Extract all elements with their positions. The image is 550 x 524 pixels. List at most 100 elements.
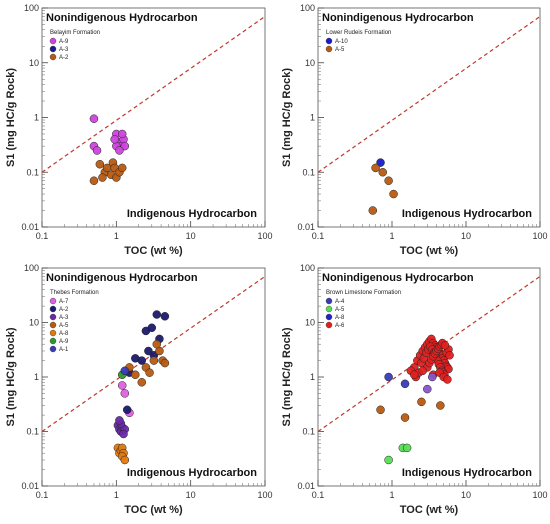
x-tick-label: 100 [532, 231, 547, 241]
legend-title: Thebes Formation [50, 290, 99, 296]
data-point [384, 176, 393, 185]
y-axis-label: S1 (mg HC/g Rock) [5, 68, 17, 167]
data-point [445, 351, 454, 360]
x-tick-label: 10 [461, 231, 471, 241]
legend-entry: A-9 [59, 339, 69, 345]
data-point [402, 443, 412, 453]
legend-marker [49, 45, 57, 53]
data-point [141, 326, 151, 336]
data-point [149, 356, 159, 365]
upper-region-label: Nonindigenous Hydrocarbon [46, 12, 198, 24]
data-point [443, 375, 452, 384]
data-point [98, 173, 107, 182]
data-point [152, 310, 162, 319]
legend-entry: A-3 [59, 315, 69, 321]
data-point [368, 206, 378, 215]
legend-entry: A-2 [59, 307, 69, 313]
legend-entry: A-4 [335, 299, 345, 305]
lower-region-label: Indigenous Hydrocarbon [402, 467, 532, 479]
legend-title: Brown Limestone Formation [326, 290, 401, 296]
plot-frame [41, 7, 266, 228]
data-point [423, 384, 432, 394]
legend-marker [49, 313, 57, 321]
x-tick-label: 1 [114, 231, 119, 241]
y-axis-label: S1 (mg HC/g Rock) [281, 327, 293, 426]
data-point [89, 176, 99, 185]
x-tick-label: 1 [114, 490, 119, 500]
x-tick-label: 0.1 [312, 490, 325, 500]
y-tick-label: 0.01 [21, 222, 39, 232]
data-point [120, 389, 130, 398]
divider-line [317, 15, 541, 173]
data-point [410, 370, 419, 379]
legend-entry: A-3 [59, 47, 69, 53]
legend-entry: A-2 [59, 55, 69, 61]
data-point [160, 358, 170, 368]
divider-line [41, 15, 266, 173]
plot-frame [41, 267, 266, 487]
data-point [117, 381, 127, 390]
y-tick-label: 10 [305, 58, 315, 68]
data-point [378, 168, 388, 177]
data-point [418, 366, 427, 376]
legend-entry: A-8 [59, 331, 69, 337]
y-tick-label: 0.01 [297, 481, 315, 491]
x-tick-label: 1 [389, 490, 394, 500]
y-tick-label: 0.01 [297, 222, 315, 232]
x-tick-label: 100 [257, 490, 272, 500]
legend-marker [325, 37, 333, 45]
x-axis-label: TOC (wt %) [400, 245, 459, 257]
x-tick-label: 10 [186, 490, 196, 500]
legend-marker [325, 321, 333, 329]
data-point [436, 401, 445, 410]
y-axis-label: S1 (mg HC/g Rock) [281, 68, 293, 167]
legend-marker [49, 305, 57, 313]
upper-region-label: Nonindigenous Hydrocarbon [322, 272, 474, 284]
legend-marker [49, 345, 57, 353]
lower-region-label: Indigenous Hydrocarbon [402, 208, 532, 220]
legend-marker [49, 53, 57, 61]
data-point [376, 158, 385, 167]
y-tick-label: 1 [310, 372, 315, 382]
data-point [145, 368, 154, 377]
data-point [115, 416, 124, 425]
legend-marker [49, 37, 57, 45]
data-point [400, 379, 410, 389]
x-tick-label: 10 [461, 490, 471, 500]
data-point [428, 372, 437, 382]
legend-entry: A-7 [59, 299, 69, 305]
x-tick-label: 100 [532, 490, 547, 500]
data-point [122, 405, 132, 415]
plot-frame [317, 7, 541, 228]
x-tick-label: 10 [186, 231, 196, 241]
lower-region-label: Indigenous Hydrocarbon [127, 467, 257, 479]
x-tick-label: 1 [389, 231, 394, 241]
data-point [400, 413, 410, 422]
lower-region-label: Indigenous Hydrocarbon [127, 208, 257, 220]
y-axis-label: S1 (mg HC/g Rock) [5, 327, 17, 426]
y-tick-label: 1 [310, 113, 315, 123]
y-tick-label: 0.01 [21, 481, 39, 491]
legend-marker [325, 313, 333, 321]
legend-marker [49, 329, 57, 337]
data-point [120, 366, 130, 376]
data-point [89, 114, 99, 123]
data-point [417, 397, 426, 407]
legend-entry: A-6 [335, 323, 345, 329]
x-tick-label: 0.1 [312, 231, 325, 241]
data-point [115, 146, 124, 155]
data-point [152, 339, 162, 349]
y-tick-label: 0.1 [302, 427, 315, 437]
data-point [117, 163, 127, 173]
legend-entry: A-5 [335, 47, 345, 53]
data-point [440, 341, 450, 350]
legend-marker [325, 297, 333, 305]
legend-marker [49, 321, 57, 329]
y-tick-label: 10 [29, 318, 39, 328]
legend-marker [49, 337, 57, 345]
x-axis-label: TOC (wt %) [124, 245, 183, 257]
